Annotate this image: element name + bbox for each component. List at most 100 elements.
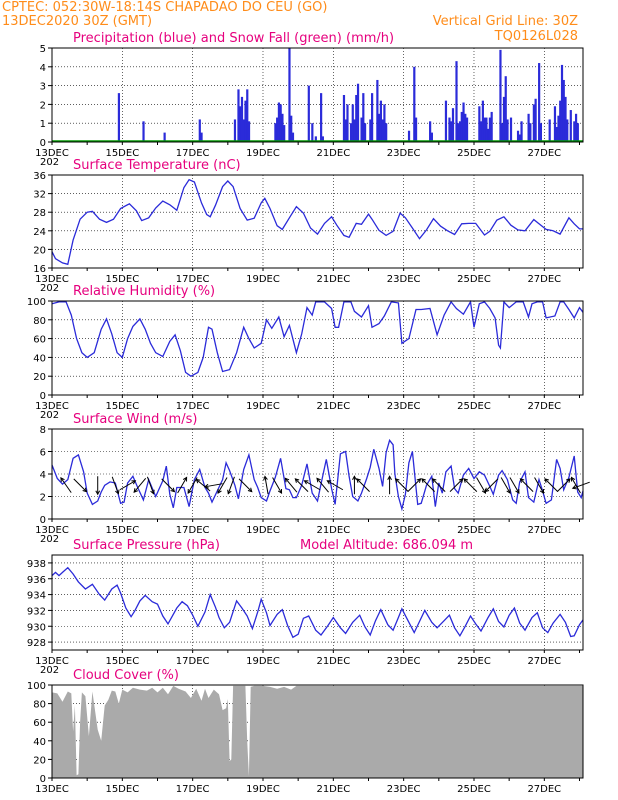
wind-arrow-head — [131, 480, 137, 485]
precip-bar — [448, 117, 451, 142]
vertical-grid-note: Vertical Grid Line: 30Z — [433, 14, 578, 29]
precip-bar — [455, 61, 458, 142]
wind-arrow — [272, 477, 283, 494]
precip-bar — [481, 100, 484, 142]
wind-arrow — [484, 478, 499, 493]
x-tick-label: 27DEC — [527, 274, 561, 285]
wind-arrow — [534, 477, 545, 494]
wind-arrow-head — [484, 487, 490, 493]
y-tick-label: 24 — [33, 227, 46, 238]
precip-bar — [478, 106, 481, 142]
precip-bar — [444, 100, 448, 142]
x-tick-label: 17DEC — [176, 148, 210, 159]
wind-arrow-shaft — [463, 478, 478, 492]
wind-arrow — [316, 477, 329, 493]
x-tick-label: 25DEC — [457, 274, 491, 285]
precip-bar — [321, 136, 324, 142]
precip-bar — [355, 95, 358, 142]
precip-bar — [520, 121, 523, 142]
x-tick-label: 17DEC — [176, 784, 210, 795]
wind-arrow — [146, 476, 155, 495]
precip-bar — [247, 121, 251, 142]
y-tick-label: 100 — [27, 681, 46, 692]
x-tick-label: 17DEC — [176, 656, 210, 667]
wind-arrow-head — [217, 489, 222, 494]
precip-bar — [351, 104, 354, 142]
precip-bar — [501, 123, 504, 142]
precip-bar — [371, 93, 374, 142]
cloud-area — [52, 685, 583, 778]
x-tick-label: 13DEC — [35, 274, 69, 285]
wind-line — [51, 438, 584, 512]
panel-pressure: 928 930 932 934 936 938 13DEC 15DEC 17DEC 19DEC 21… — [27, 538, 584, 676]
wind-arrow-shaft — [272, 477, 282, 494]
y-tick-label: 928 — [27, 638, 46, 649]
panel-frame-top — [51, 428, 584, 520]
x-tick-label: 15DEC — [105, 148, 139, 159]
wind-arrow-shaft — [571, 477, 581, 494]
x-tick-label: 23DEC — [387, 784, 421, 795]
precip-bar — [527, 113, 530, 142]
precip-bar — [274, 123, 277, 142]
wind-arrow-shaft — [284, 478, 298, 493]
wind-arrow-shaft — [264, 476, 269, 495]
precip-bar — [429, 121, 432, 142]
precip-bar — [564, 96, 567, 142]
precip-bar — [509, 117, 513, 142]
precip-bar — [488, 117, 492, 142]
panel-rh: 0 20 40 60 80 100 13DEC 15DEC 17DEC 19DEC 21DEC 23D… — [27, 284, 584, 421]
precip-bar — [487, 128, 490, 142]
precip-bar — [464, 113, 467, 142]
y-tick-label: 40 — [33, 737, 46, 748]
panel-title: Precipitation (blue) and Snow Fall (gree… — [73, 31, 394, 46]
precip-bar — [239, 106, 242, 142]
x-tick-label: 27DEC — [527, 148, 561, 159]
wind-arrow — [177, 476, 188, 494]
wind-arrow-head — [544, 478, 549, 483]
y-tick-label: 60 — [33, 335, 46, 346]
wind-arrow-head — [133, 488, 139, 493]
precip-bar — [281, 113, 284, 142]
precip-bar — [244, 100, 247, 142]
wind-arrow — [119, 480, 137, 491]
wind-arrow-shaft — [421, 478, 435, 492]
wind-arrow — [284, 477, 298, 493]
precip-bar — [548, 119, 551, 142]
wind-arrow-shaft — [500, 477, 511, 494]
wind-arrow-head — [506, 489, 511, 494]
wind-arrow-head — [394, 478, 400, 483]
y-tick-label: 0 — [40, 391, 46, 402]
wind-arrow-head — [182, 476, 188, 482]
wind-arrow-shaft — [187, 477, 198, 494]
x-year-fragment: 202 — [40, 534, 59, 545]
y-tick-label: 4 — [40, 470, 46, 481]
wind-arrow-head — [195, 478, 201, 484]
x-tick-label: 21DEC — [316, 148, 350, 159]
wind-arrow-shaft — [476, 477, 486, 494]
precip-bar — [117, 93, 121, 142]
x-tick-label: 23DEC — [387, 525, 421, 536]
wind-arrow-shaft — [217, 477, 228, 494]
precip-bar — [288, 48, 291, 142]
panel-frame-top — [51, 47, 584, 143]
wind-arrow-head — [294, 478, 300, 483]
precip-bar — [483, 117, 486, 142]
precip-bar — [279, 104, 282, 142]
precip-bar — [560, 64, 564, 142]
wind-arrow-head — [303, 480, 309, 485]
y-tick-label: 100 — [27, 297, 46, 308]
x-tick-label: 25DEC — [457, 784, 491, 795]
precip-bar — [246, 89, 249, 142]
precip-bar — [342, 95, 346, 142]
wind-arrow-shaft — [111, 476, 119, 494]
precip-bar — [574, 113, 578, 142]
precip-bar — [381, 119, 384, 142]
x-tick-label: 27DEC — [527, 656, 561, 667]
y-tick-label: 930 — [27, 622, 46, 633]
wind-arrow-shaft — [60, 477, 72, 493]
precip-bar — [516, 130, 520, 142]
wind-arrow — [73, 478, 88, 493]
wind-arrow-head — [570, 476, 576, 482]
x-tick-label: 23DEC — [387, 274, 421, 285]
wind-arrow — [195, 478, 211, 492]
